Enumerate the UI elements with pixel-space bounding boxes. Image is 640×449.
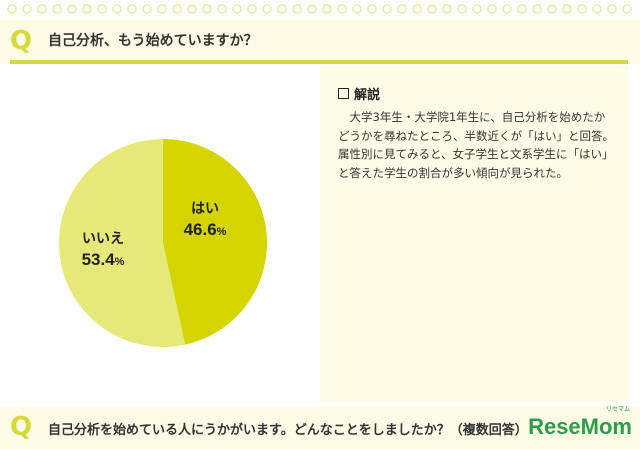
slice-label: はい bbox=[191, 201, 219, 217]
q-mark-icon: Q bbox=[10, 26, 33, 56]
binding-holes bbox=[6, 2, 634, 16]
chart-panel: はい 46.6% いいえ 53.4% bbox=[10, 66, 316, 402]
slice-value-label: 53.4% bbox=[82, 250, 125, 269]
pie-slice-no bbox=[59, 139, 186, 347]
brand-logo[interactable]: ReseMom bbox=[528, 414, 632, 439]
next-question-header: Q 自己分析を始めている人にうかがいます。どんなことをしましたか？（複数回答） … bbox=[0, 406, 640, 449]
commentary-title: 解説 bbox=[338, 88, 380, 104]
slice-label: いいえ bbox=[82, 231, 124, 247]
checkbox-icon bbox=[338, 88, 349, 99]
brand-reading: リセマム bbox=[605, 406, 630, 413]
question-header: Q 自己分析、もう始めていますか？ bbox=[0, 20, 640, 64]
pie-slice-yes bbox=[163, 139, 268, 345]
q-mark-icon: Q bbox=[10, 412, 33, 442]
pie-chart: はい 46.6% いいえ 53.4% bbox=[59, 139, 268, 347]
commentary-panel: 解説 大学3年生・大学院1年生に、自己分析を始めたかどうかを尋ねたところ、半数近… bbox=[320, 66, 628, 402]
next-question-title: 自己分析を始めている人にうかがいます。どんなことをしましたか？（複数回答） bbox=[48, 423, 528, 438]
question-title: 自己分析、もう始めていますか？ bbox=[48, 33, 258, 49]
question-divider bbox=[10, 60, 628, 64]
slice-value-label: 46.6% bbox=[184, 220, 227, 239]
commentary-title-text: 解説 bbox=[354, 88, 381, 103]
commentary-body: 大学3年生・大学院1年生に、自己分析を始めたかどうかを尋ねたところ、半数近くが「… bbox=[338, 110, 614, 180]
notebook-binding bbox=[0, 0, 640, 20]
